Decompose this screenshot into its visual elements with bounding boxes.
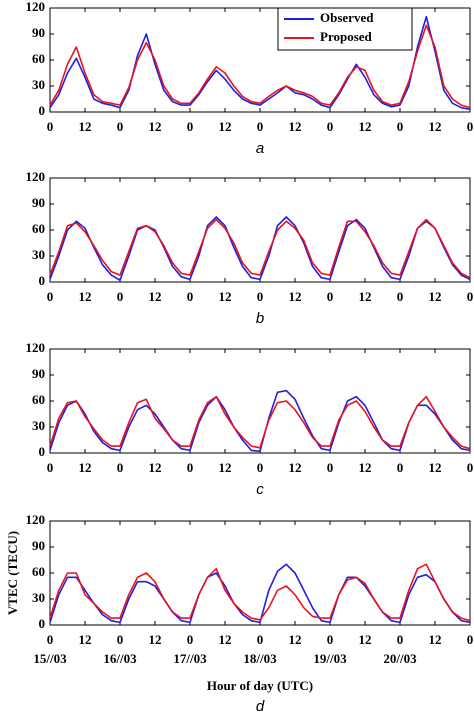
legend-label: Observed <box>320 10 374 25</box>
x-tick-label: 12 <box>149 289 162 304</box>
x-tick-label: 0 <box>467 460 474 475</box>
x-tick-label: 0 <box>257 460 264 475</box>
x-tick-label: 12 <box>289 460 302 475</box>
date-label: 20//03 <box>383 651 417 666</box>
x-tick-label: 12 <box>219 119 232 134</box>
y-tick-label: 120 <box>26 169 46 184</box>
x-tick-label: 0 <box>187 632 194 647</box>
x-tick-label: 0 <box>467 119 474 134</box>
x-tick-label: 0 <box>467 289 474 304</box>
date-label: 18//03 <box>243 651 277 666</box>
y-tick-label: 90 <box>32 25 45 40</box>
x-tick-label: 0 <box>327 460 334 475</box>
x-tick-label: 0 <box>187 460 194 475</box>
y-tick-label: 90 <box>32 538 45 553</box>
y-tick-label: 120 <box>26 340 46 355</box>
y-tick-label: 30 <box>32 247 45 262</box>
x-tick-label: 0 <box>467 632 474 647</box>
panel-label: b <box>256 310 264 327</box>
panel-label: d <box>256 698 265 715</box>
y-tick-label: 30 <box>32 418 45 433</box>
x-tick-label: 0 <box>117 119 124 134</box>
series-line <box>49 389 471 453</box>
series-line <box>49 563 471 624</box>
x-tick-label: 0 <box>397 289 404 304</box>
y-tick-label: 0 <box>39 273 46 288</box>
x-tick-label: 12 <box>79 119 92 134</box>
series-line <box>49 563 471 622</box>
x-tick-label: 0 <box>397 632 404 647</box>
x-tick-label: 12 <box>289 632 302 647</box>
x-tick-label: 0 <box>187 119 194 134</box>
y-tick-label: 90 <box>32 366 45 381</box>
series-line <box>49 15 471 111</box>
x-tick-label: 0 <box>327 289 334 304</box>
date-label: 15//03 <box>33 651 67 666</box>
y-axis-label: VTEC (TECU) <box>5 531 20 615</box>
x-tick-label: 12 <box>79 289 92 304</box>
x-tick-label: 12 <box>429 289 442 304</box>
x-tick-label: 12 <box>429 119 442 134</box>
date-label: 17//03 <box>173 651 207 666</box>
y-tick-label: 120 <box>26 512 46 527</box>
x-tick-label: 0 <box>397 460 404 475</box>
x-tick-label: 12 <box>289 289 302 304</box>
x-tick-label: 12 <box>359 119 372 134</box>
plot-frame <box>49 520 471 626</box>
x-tick-label: 0 <box>117 289 124 304</box>
x-tick-label: 12 <box>359 289 372 304</box>
plot-frame <box>49 177 471 283</box>
x-tick-label: 12 <box>149 119 162 134</box>
x-tick-label: 0 <box>47 632 54 647</box>
y-tick-label: 0 <box>39 616 46 631</box>
legend-label: Proposed <box>320 29 373 44</box>
legend-box <box>277 7 413 51</box>
x-tick-label: 0 <box>327 119 334 134</box>
series-line <box>49 395 471 450</box>
panel-label: a <box>256 140 264 157</box>
x-tick-label: 0 <box>117 632 124 647</box>
y-tick-label: 0 <box>39 103 46 118</box>
x-tick-label: 12 <box>219 632 232 647</box>
series-line <box>49 218 471 279</box>
x-tick-label: 0 <box>397 119 404 134</box>
x-tick-label: 12 <box>219 289 232 304</box>
y-tick-label: 0 <box>39 444 46 459</box>
x-tick-label: 0 <box>187 289 194 304</box>
y-tick-label: 60 <box>32 221 45 236</box>
panel-label: c <box>256 481 264 498</box>
y-tick-label: 60 <box>32 51 45 66</box>
x-tick-label: 12 <box>359 460 372 475</box>
date-label: 16//03 <box>103 651 137 666</box>
y-tick-label: 30 <box>32 77 45 92</box>
y-tick-label: 120 <box>26 0 46 14</box>
y-tick-label: 60 <box>32 564 45 579</box>
x-tick-label: 0 <box>257 632 264 647</box>
y-tick-label: 90 <box>32 195 45 210</box>
series-line <box>49 24 471 109</box>
x-tick-label: 0 <box>47 119 54 134</box>
x-tick-label: 0 <box>257 289 264 304</box>
x-tick-label: 12 <box>429 632 442 647</box>
x-tick-label: 0 <box>47 460 54 475</box>
x-tick-label: 12 <box>149 632 162 647</box>
x-tick-label: 12 <box>79 632 92 647</box>
x-tick-label: 12 <box>429 460 442 475</box>
series-line <box>49 216 471 282</box>
x-tick-label: 12 <box>149 460 162 475</box>
x-tick-label: 12 <box>219 460 232 475</box>
x-tick-label: 0 <box>117 460 124 475</box>
y-tick-label: 60 <box>32 392 45 407</box>
x-tick-label: 12 <box>79 460 92 475</box>
date-label: 19//03 <box>313 651 347 666</box>
y-tick-label: 30 <box>32 590 45 605</box>
x-tick-label: 0 <box>327 632 334 647</box>
x-tick-label: 0 <box>257 119 264 134</box>
x-tick-label: 12 <box>289 119 302 134</box>
x-axis-label: Hour of day (UTC) <box>207 678 313 693</box>
plot-frame <box>49 348 471 454</box>
x-tick-label: 12 <box>359 632 372 647</box>
x-tick-label: 0 <box>47 289 54 304</box>
